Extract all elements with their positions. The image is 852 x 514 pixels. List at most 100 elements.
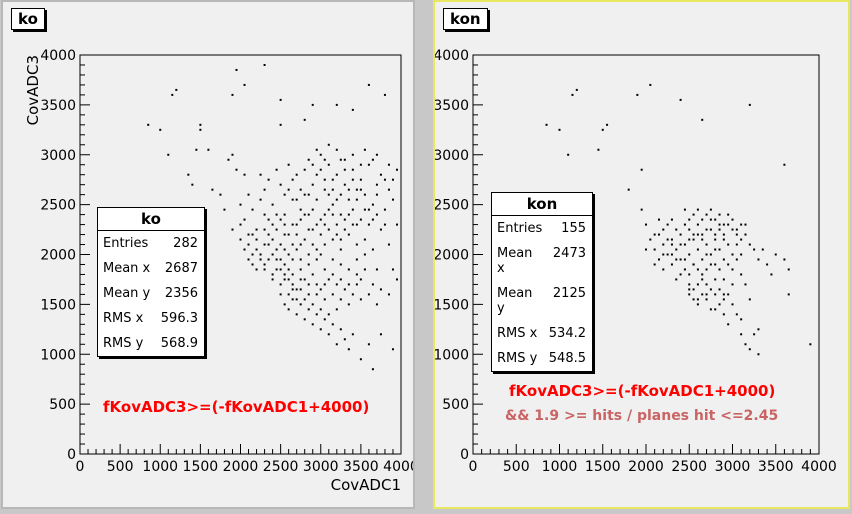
- scatter-point: [343, 288, 346, 291]
- scatter-point: [683, 208, 686, 211]
- scatter-point: [705, 243, 708, 246]
- scatter-point: [714, 238, 717, 241]
- scatter-point: [670, 218, 673, 221]
- scatter-point: [709, 253, 712, 256]
- scatter-point: [363, 148, 366, 151]
- scatter-point: [331, 203, 334, 206]
- scatter-point: [718, 228, 721, 231]
- scatter-point: [283, 193, 286, 196]
- scatter-point: [705, 298, 708, 301]
- scatter-point: [247, 233, 250, 236]
- scatter-point: [295, 173, 298, 176]
- scatter-point: [355, 188, 358, 191]
- scatter-point: [307, 308, 310, 311]
- scatter-point: [371, 158, 374, 161]
- x-tick-label: 3500: [758, 459, 794, 475]
- scatter-point: [705, 253, 708, 256]
- scatter-point: [255, 248, 258, 251]
- scatter-point: [679, 98, 682, 101]
- canvas-pad-ko: ko 0500100015002000250030003500400005001…: [1, 0, 415, 509]
- scatter-point: [259, 198, 262, 201]
- scatter-point: [251, 208, 254, 211]
- scatter-point: [331, 258, 334, 261]
- scatter-point: [271, 253, 274, 256]
- scatter-point: [167, 153, 170, 156]
- scatter-point: [666, 238, 669, 241]
- scatter-point: [263, 228, 266, 231]
- scatter-point: [714, 263, 717, 266]
- scatter-point: [696, 223, 699, 226]
- scatter-point: [383, 223, 386, 226]
- scatter-point: [311, 323, 314, 326]
- scatter-point: [291, 273, 294, 276]
- scatter-point: [259, 258, 262, 261]
- scatter-point: [303, 318, 306, 321]
- scatter-point: [363, 193, 366, 196]
- scatter-point: [291, 258, 294, 261]
- x-tick-label: 0: [469, 459, 478, 475]
- scatter-point: [303, 298, 306, 301]
- scatter-point: [692, 238, 695, 241]
- scatter-point: [696, 298, 699, 301]
- scatter-point: [731, 303, 734, 306]
- stats-row: Mean x 2687: [103, 261, 198, 276]
- pad-title: kon: [443, 8, 488, 30]
- stats-row: Mean y 2356: [103, 286, 198, 301]
- scatter-point: [255, 238, 258, 241]
- scatter-point: [575, 88, 578, 91]
- scatter-point: [295, 223, 298, 226]
- scatter-point: [735, 313, 738, 316]
- scatter-point: [731, 228, 734, 231]
- scatter-point: [283, 273, 286, 276]
- scatter-point: [387, 188, 390, 191]
- scatter-point: [307, 158, 310, 161]
- scatter-point: [675, 248, 678, 251]
- scatter-point: [351, 153, 354, 156]
- scatter-point: [307, 283, 310, 286]
- scatter-point: [311, 183, 314, 186]
- scatter-point: [679, 273, 682, 276]
- scatter-point: [259, 253, 262, 256]
- scatter-point: [722, 313, 725, 316]
- scatter-point: [718, 268, 721, 271]
- scatter-point: [291, 243, 294, 246]
- y-tick-label: 500: [442, 397, 469, 413]
- x-tick-label: 2500: [263, 459, 299, 475]
- scatter-point: [291, 198, 294, 201]
- scatter-point: [387, 243, 390, 246]
- scatter-point: [335, 198, 338, 201]
- scatter-point: [267, 178, 270, 181]
- scatter-point: [714, 248, 717, 251]
- scatter-point: [383, 93, 386, 96]
- scatter-point: [688, 238, 691, 241]
- scatter-point: [147, 123, 150, 126]
- scatter-point: [701, 293, 704, 296]
- scatter-point: [714, 308, 717, 311]
- scatter-point: [757, 353, 760, 356]
- scatter-point: [727, 213, 730, 216]
- scatter-point: [343, 338, 346, 341]
- scatter-point: [722, 233, 725, 236]
- scatter-point: [783, 258, 786, 261]
- scatter-point: [299, 278, 302, 281]
- scatter-point: [714, 233, 717, 236]
- scatter-point: [323, 243, 326, 246]
- scatter-point: [657, 258, 660, 261]
- scatter-point: [666, 253, 669, 256]
- scatter-point: [267, 218, 270, 221]
- scatter-point: [275, 168, 278, 171]
- scatter-point: [299, 208, 302, 211]
- scatter-point: [783, 163, 786, 166]
- scatter-point: [299, 288, 302, 291]
- scatter-point: [731, 218, 734, 221]
- scatter-point: [335, 103, 338, 106]
- scatter-point: [171, 93, 174, 96]
- scatter-point: [683, 223, 686, 226]
- scatter-point: [327, 208, 330, 211]
- y-tick-label: 1500: [40, 297, 76, 313]
- scatter-point: [243, 248, 246, 251]
- scatter-point: [567, 153, 570, 156]
- scatter-point: [740, 318, 743, 321]
- scatter-point: [787, 293, 790, 296]
- x-axis-label: CovADC1: [331, 476, 401, 494]
